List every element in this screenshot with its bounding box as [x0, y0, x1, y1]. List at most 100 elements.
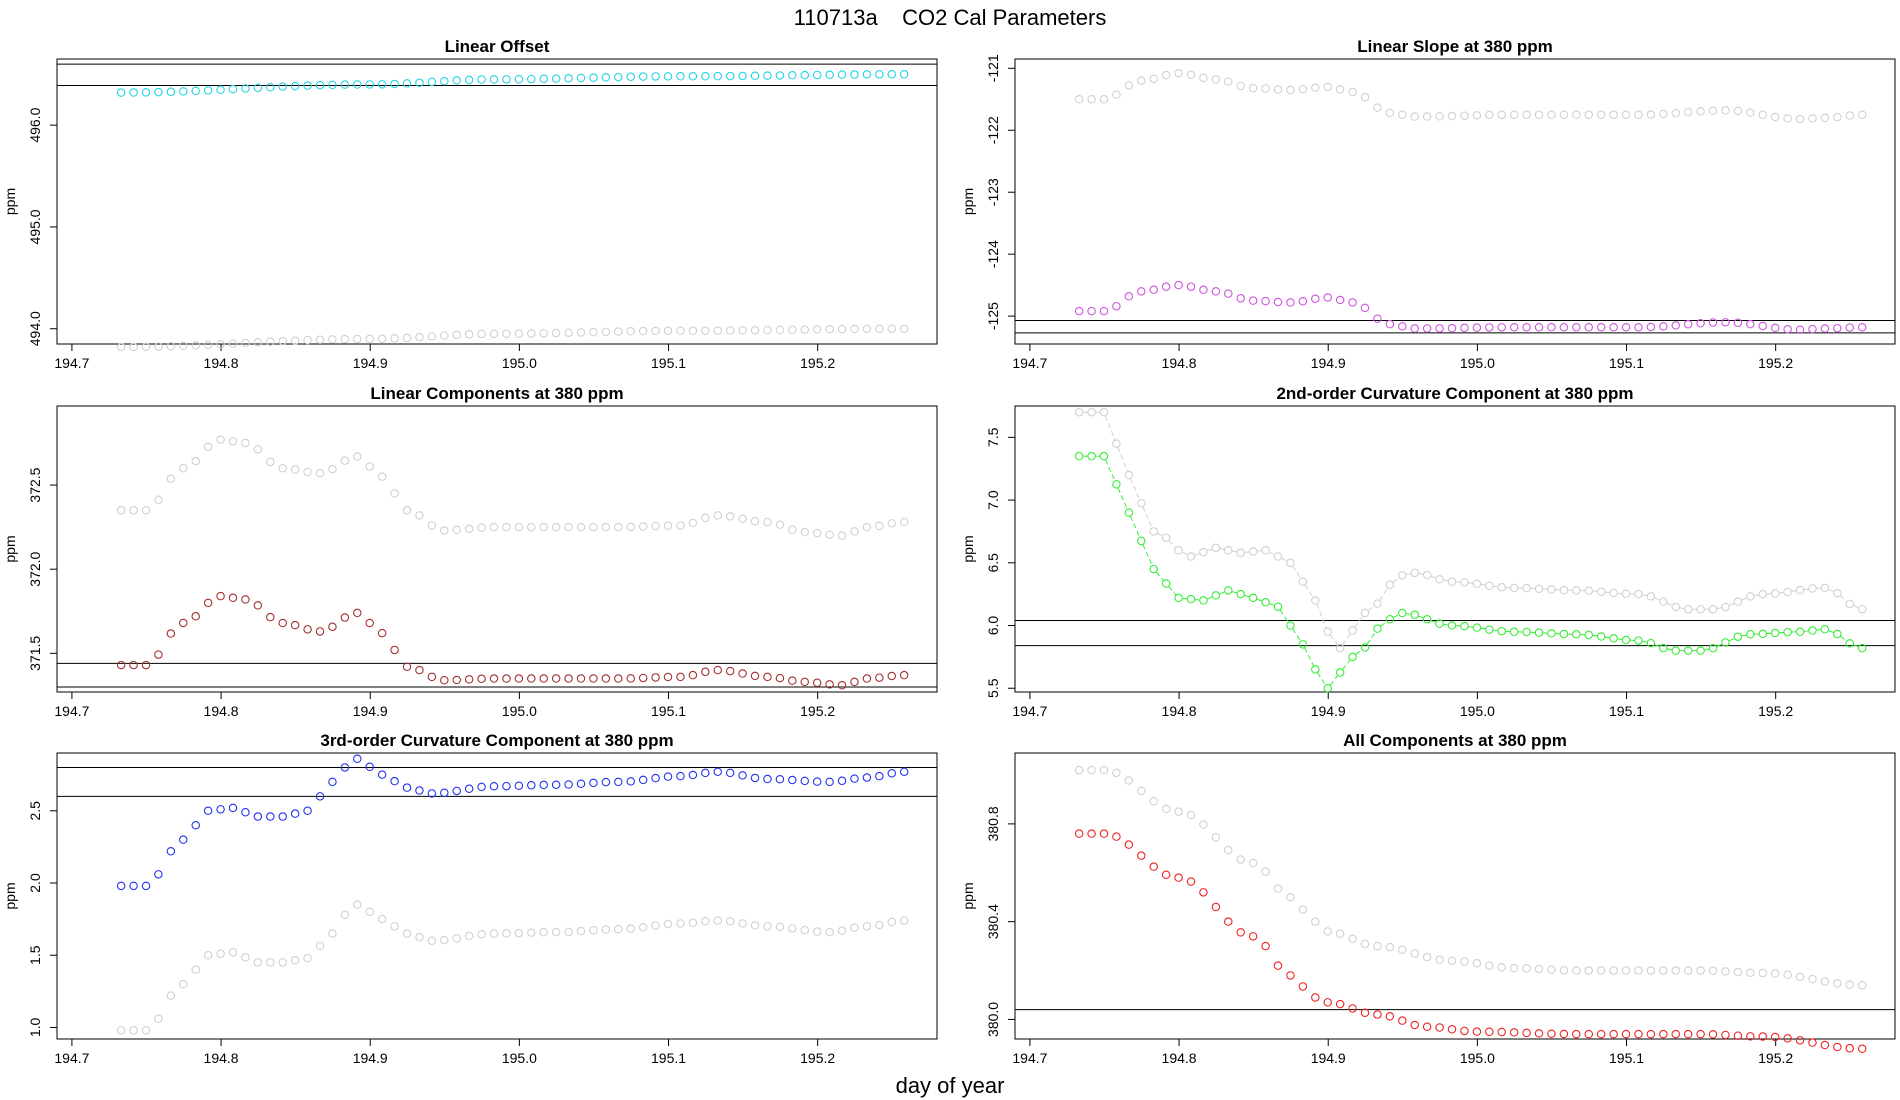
parameter-point	[116, 88, 126, 97]
reference-point	[191, 341, 200, 350]
parameter-point	[1708, 643, 1718, 653]
parameter-point	[800, 677, 809, 687]
parameter-point	[1671, 646, 1681, 655]
reference-point	[1373, 599, 1382, 608]
reference-point	[228, 437, 238, 446]
parameter-point	[1820, 1040, 1830, 1050]
parameter-point	[489, 674, 499, 683]
series-segment	[1117, 447, 1128, 472]
parameter-point	[1634, 323, 1643, 332]
reference-point	[837, 531, 847, 540]
parameter-point	[241, 84, 250, 93]
parameter-point	[688, 770, 698, 780]
reference-point	[1572, 586, 1581, 595]
parameter-point	[1174, 593, 1183, 603]
parameter-point	[763, 672, 772, 682]
parameter-point	[1770, 323, 1780, 333]
x-tick-label: 194.8	[1162, 1050, 1197, 1066]
reference-point	[203, 950, 213, 960]
parameter-point	[129, 88, 138, 97]
parameter-point	[564, 74, 573, 83]
parameter-point	[564, 780, 573, 789]
reference-point	[1547, 965, 1556, 974]
parameter-point	[738, 71, 747, 81]
reference-point	[1646, 966, 1656, 975]
reference-point	[340, 334, 350, 344]
reference-point	[1534, 964, 1544, 974]
panel-title: 3rd-order Curvature Component at 380 ppm	[320, 731, 673, 750]
reference-point	[775, 325, 785, 335]
x-tick-label: 195.1	[651, 703, 686, 719]
reference-point	[1485, 581, 1494, 590]
reference-point	[1671, 108, 1681, 118]
x-tick-label: 194.9	[353, 355, 388, 371]
parameter-point	[228, 803, 238, 813]
reference-point	[1770, 589, 1780, 598]
reference-point	[688, 518, 698, 528]
parameter-point	[1783, 1034, 1792, 1043]
series-segment	[1317, 672, 1326, 686]
parameter-point	[601, 73, 611, 82]
parameter-point	[775, 71, 785, 80]
reference-point	[1360, 608, 1370, 618]
parameter-point	[1758, 1032, 1768, 1041]
parameter-point	[1112, 301, 1121, 311]
reference-point	[502, 522, 511, 532]
reference-point	[203, 442, 213, 452]
parameter-point	[1298, 982, 1308, 991]
parameter-point	[1323, 293, 1332, 302]
panel-title: All Components at 380 ppm	[1343, 731, 1567, 750]
reference-point	[1559, 110, 1569, 120]
reference-point	[191, 456, 200, 466]
x-tick-label: 195.0	[502, 355, 537, 371]
reference-point	[477, 523, 486, 532]
parameter-point	[1422, 1022, 1432, 1032]
reference-point	[1783, 970, 1792, 980]
parameter-point	[1808, 626, 1817, 635]
y-tick-label: 6.0	[985, 616, 1001, 636]
series-segment	[1105, 459, 1116, 481]
parameter-point	[1422, 614, 1432, 624]
reference-point	[1112, 439, 1121, 448]
parameter-point	[1833, 1042, 1842, 1052]
y-tick-label: 496.0	[27, 107, 43, 142]
parameter-point	[788, 676, 797, 685]
parameter-point	[800, 776, 809, 786]
parameter-point	[1721, 638, 1730, 647]
reference-point	[825, 530, 834, 539]
parameter-point	[638, 673, 648, 683]
plot-frame	[56, 58, 938, 345]
series-segment	[1206, 596, 1213, 600]
reference-point	[663, 521, 673, 530]
x-tick-label: 194.7	[1012, 1050, 1047, 1066]
parameter-point	[266, 612, 275, 622]
reference-point	[1174, 807, 1183, 816]
parameter-point	[253, 601, 263, 610]
reference-point	[1509, 963, 1519, 973]
series-segment	[1605, 636, 1610, 639]
reference-point	[676, 326, 685, 336]
parameter-point	[1758, 321, 1768, 331]
parameter-point	[1224, 586, 1233, 595]
y-tick-label: 380.4	[985, 904, 1001, 939]
reference-point	[1174, 545, 1183, 555]
series-segment	[1355, 649, 1363, 655]
reference-point	[253, 338, 263, 347]
parameter-point	[1770, 628, 1780, 638]
reference-point	[1137, 498, 1146, 508]
x-tick-label: 194.9	[1311, 1050, 1346, 1066]
reference-point	[713, 511, 722, 520]
reference-point	[1422, 570, 1432, 580]
reference-point	[1708, 966, 1718, 976]
reference-point	[1124, 470, 1134, 480]
parameter-point	[775, 775, 785, 784]
parameter-point	[464, 75, 474, 85]
parameter-point	[290, 81, 300, 91]
reference-point	[1758, 110, 1768, 120]
reference-point	[750, 326, 760, 335]
reference-point	[1211, 833, 1221, 842]
parameter-point	[1584, 323, 1593, 332]
reference-point	[1808, 584, 1817, 593]
reference-point	[402, 929, 412, 938]
parameter-point	[1547, 323, 1556, 332]
